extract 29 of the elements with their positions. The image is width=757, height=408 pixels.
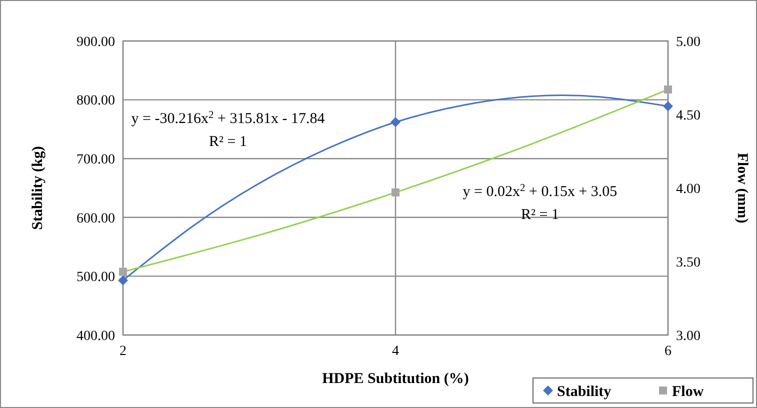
y-tick-label: 500.00 (76, 270, 115, 286)
annotation: R² = 1 (209, 134, 247, 150)
y-tick-label: 400.00 (76, 328, 115, 344)
y-tick-label: 800.00 (76, 94, 115, 109)
legend-label: Stability (557, 384, 612, 400)
point (119, 268, 127, 276)
y2-tick-label: 5.00 (676, 34, 700, 50)
y2-tick-label: 3.00 (676, 328, 700, 344)
y2-tick-label: 4.50 (676, 108, 700, 124)
y2-tick-label: 3.50 (676, 255, 700, 270)
annotation: y = -30.216x$^{2}$ + 315.81x - 17.84 (131, 110, 326, 127)
legend-label: Flow (672, 384, 704, 400)
y2-tick-label: 4.00 (676, 182, 700, 197)
point (663, 101, 673, 112)
y-axis-title: Stability (kg) (30, 146, 46, 230)
y-tick-label: 700.00 (76, 152, 115, 168)
x-axis-title: HDPE Subtitution (%) (322, 371, 469, 387)
x-tick-label: 6 (664, 344, 672, 359)
annotation: R² = 1 (521, 207, 559, 223)
y2-axis-title: Flow (mm) (734, 152, 750, 224)
point (118, 275, 128, 286)
y-tick-label: 600.00 (76, 211, 115, 226)
point (392, 188, 400, 196)
x-tick-label: 4 (392, 344, 399, 359)
x-tick-label: 2 (120, 344, 126, 359)
point (390, 117, 400, 128)
y-tick-label: 900.00 (76, 34, 115, 50)
point (664, 86, 672, 94)
annotation: y = 0.02x$^{2}$ + 0.15x + 3.05 (462, 182, 618, 200)
